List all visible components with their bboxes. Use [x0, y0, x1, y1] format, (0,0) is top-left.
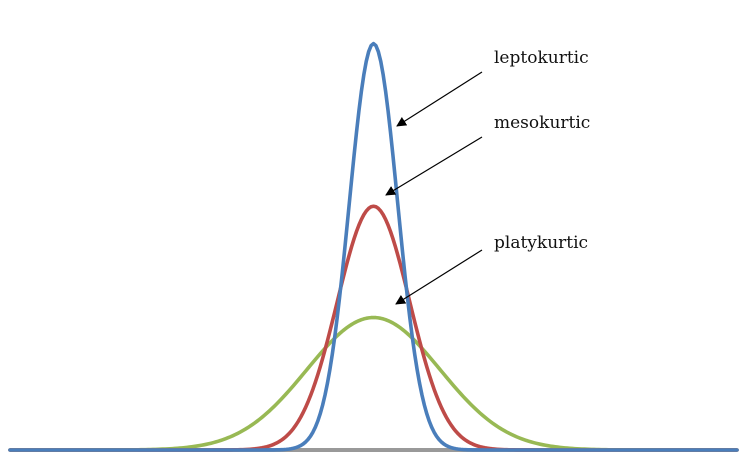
mesokurtic-curve — [8, 204, 739, 452]
mesokurtic-arrow — [385, 136, 483, 196]
leptokurtic-curve — [8, 41, 739, 452]
platykurtic-arrow — [395, 249, 483, 305]
mesokurtic-label: mesokurtic — [494, 113, 590, 133]
platykurtic-curve — [8, 315, 739, 452]
curves-group — [8, 41, 739, 452]
leptokurtic-label: leptokurtic — [494, 48, 589, 68]
annotations-group: leptokurtic mesokurtic platykurtic — [385, 48, 590, 305]
platykurtic-label: platykurtic — [494, 233, 588, 253]
leptokurtic-arrow — [396, 71, 483, 127]
